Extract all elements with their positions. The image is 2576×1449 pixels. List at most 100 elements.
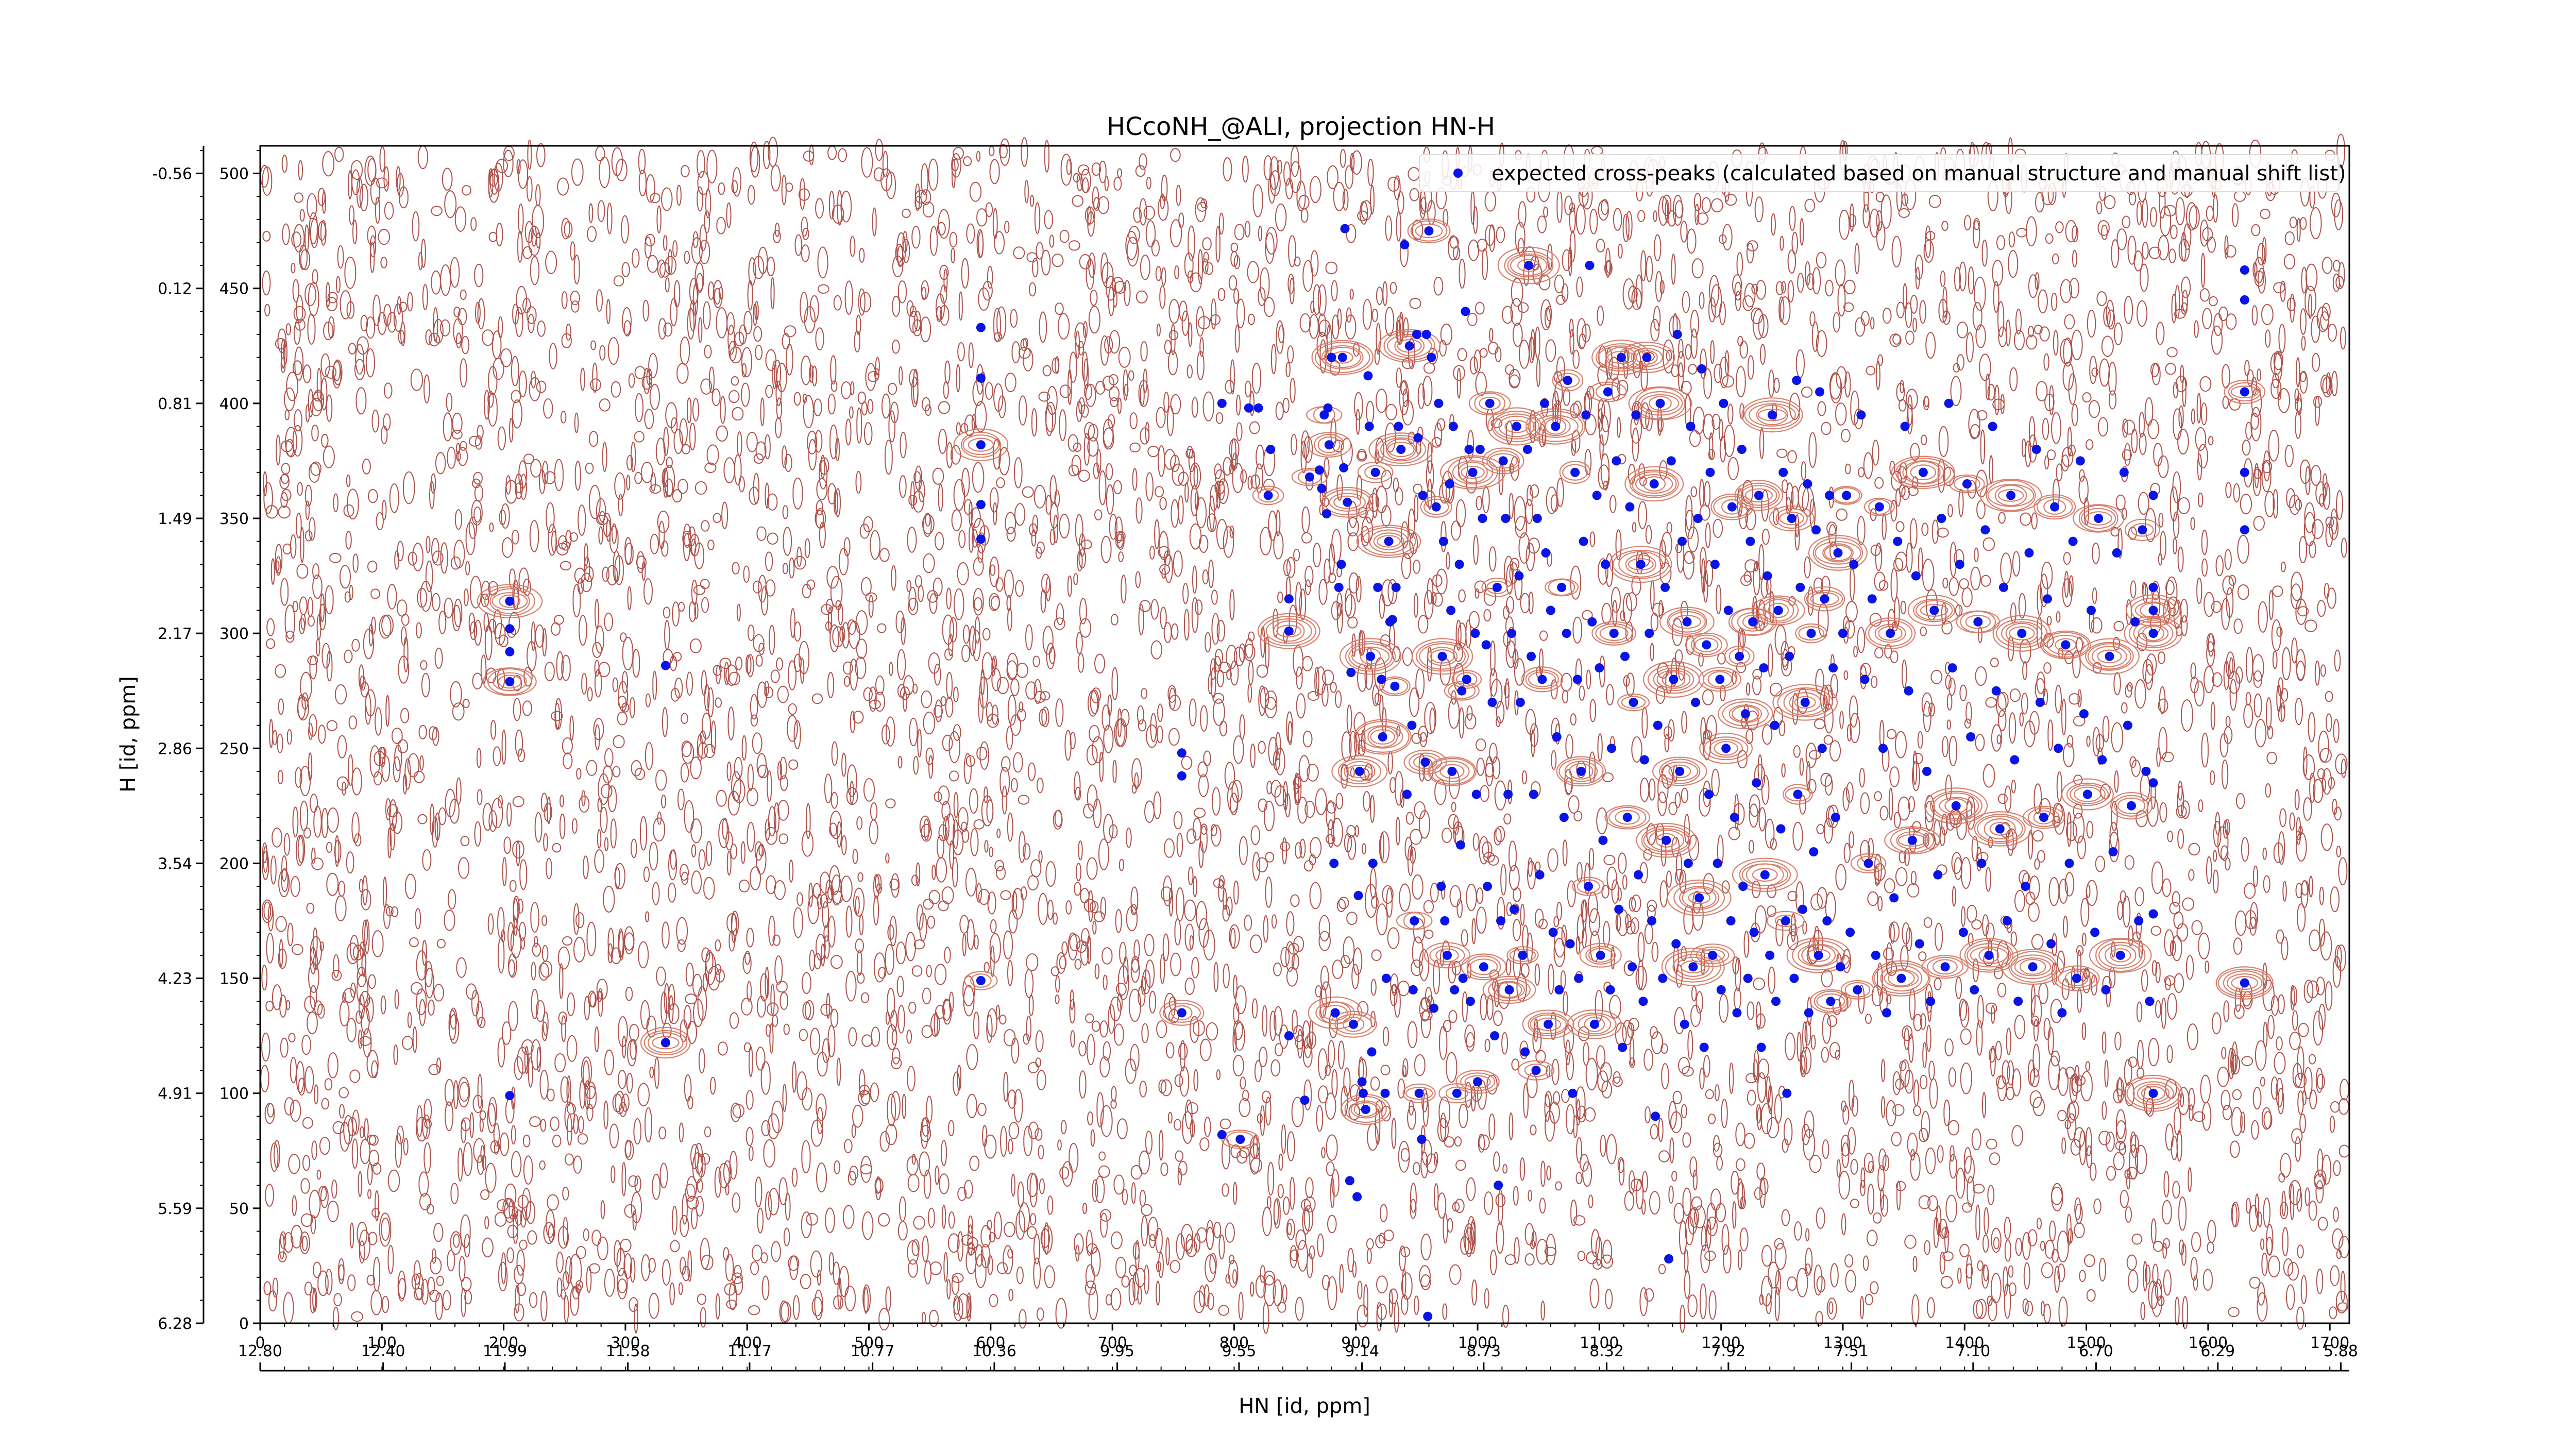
- cross-peak-marker: [1653, 720, 1663, 730]
- cross-peak-marker: [1532, 514, 1542, 523]
- cross-peak-marker: [1358, 1088, 1368, 1098]
- y-tick-label: 100: [219, 1085, 249, 1103]
- cross-peak-marker: [1443, 950, 1452, 960]
- cross-peak-marker: [1745, 536, 1755, 546]
- cross-peak-marker: [976, 500, 986, 510]
- cross-peak-marker: [1849, 560, 1859, 569]
- y-ppm-tick-label: 2.17: [158, 625, 192, 643]
- cross-peak-marker: [1762, 571, 1772, 581]
- cross-peak-marker: [1871, 950, 1880, 960]
- x-ppm-tick-label: 9.14: [1345, 1342, 1379, 1360]
- legend-marker-dot: [1453, 169, 1463, 178]
- cross-peak-marker: [1244, 403, 1253, 413]
- cross-peak-marker: [1235, 1135, 1245, 1144]
- cross-peak-marker: [1592, 491, 1602, 500]
- cross-peak-marker: [1368, 858, 1378, 868]
- cross-peak-marker: [1354, 766, 1364, 776]
- cross-peak-marker: [1669, 675, 1679, 684]
- x-axis-label: HN [id, ppm]: [1239, 1394, 1370, 1418]
- cross-peak-marker: [1343, 497, 1352, 507]
- plot-area: [259, 133, 2350, 1334]
- cross-peak-marker: [1352, 1192, 1362, 1202]
- cross-peak-marker: [1440, 916, 1450, 925]
- x-ppm-tick-label: 11.99: [483, 1342, 527, 1360]
- cross-peak-marker: [1462, 675, 1471, 684]
- cross-peak-marker: [1589, 1019, 1599, 1029]
- cross-peak-marker: [1357, 1077, 1367, 1087]
- cross-peak-marker: [1683, 858, 1693, 868]
- cross-peak-marker: [1806, 629, 1816, 638]
- cross-peak-marker: [1904, 686, 1913, 696]
- cross-peak-marker: [1572, 675, 1582, 684]
- cross-peak-marker: [976, 440, 986, 450]
- cross-peak-marker: [1878, 744, 1888, 753]
- x-ppm-tick-label: 11.17: [727, 1342, 772, 1360]
- cross-peak-marker: [1697, 364, 1706, 374]
- x-tick-label: 600: [976, 1334, 1005, 1352]
- cross-peak-marker: [2013, 997, 2023, 1006]
- cross-peak-marker: [1546, 605, 1555, 615]
- cross-peak-marker: [1645, 629, 1654, 638]
- cross-peak-marker: [1795, 582, 1805, 592]
- cross-peak-marker: [1548, 928, 1558, 937]
- cross-peak-marker: [1984, 950, 1994, 960]
- x-ppm-tick-label: 7.10: [1956, 1342, 1990, 1360]
- cross-peak-marker: [1770, 720, 1780, 730]
- cross-peak-marker: [1253, 403, 1263, 413]
- y-tick-label: 400: [219, 395, 249, 413]
- x-ppm-tick-label: 12.80: [238, 1342, 282, 1360]
- cross-peak-marker: [1638, 997, 1648, 1006]
- cross-peak-marker: [2079, 709, 2089, 719]
- cross-peak-marker: [1748, 617, 1758, 627]
- cross-peak-marker: [1457, 686, 1467, 696]
- legend-marker: [1453, 169, 1463, 178]
- cross-peak-marker: [1836, 962, 1845, 972]
- cross-peak-marker: [1636, 560, 1646, 569]
- cross-peak-marker: [1603, 387, 1613, 397]
- cross-peak-marker: [1662, 835, 1671, 845]
- cross-peak-marker: [2148, 629, 2158, 638]
- cross-peak-marker: [1759, 663, 1769, 673]
- cross-peak-marker: [1820, 594, 1829, 604]
- cross-peak-marker: [1501, 514, 1511, 523]
- x-tick-label: 1500: [2066, 1334, 2106, 1352]
- cross-peak-marker: [1716, 985, 1726, 995]
- cross-peak-marker: [1373, 582, 1383, 592]
- cross-peak-marker: [505, 596, 515, 606]
- cross-peak-marker: [1217, 1130, 1227, 1139]
- cross-peak-marker: [1889, 893, 1899, 903]
- cross-peak-marker: [1437, 651, 1447, 661]
- y-ppm-tick-label: 1.49: [158, 510, 192, 528]
- cross-peak-marker: [660, 661, 670, 670]
- cross-peak-marker: [505, 677, 515, 686]
- cross-peak-marker: [1838, 629, 1848, 638]
- cross-peak-marker: [1672, 330, 1682, 339]
- cross-peak-marker: [1625, 502, 1635, 512]
- cross-peak-marker: [1317, 484, 1327, 493]
- cross-peak-marker: [1421, 330, 1431, 339]
- cross-peak-marker: [1735, 651, 1744, 661]
- cross-peak-marker: [1380, 1088, 1390, 1098]
- cross-peak-marker: [1666, 456, 1676, 466]
- cross-peak-marker: [1991, 686, 2001, 696]
- cross-peak-marker: [1490, 1031, 1500, 1041]
- cross-peak-marker: [2017, 629, 2027, 638]
- cross-peak-marker: [1628, 962, 1637, 972]
- cross-peak-marker: [1995, 824, 2005, 834]
- cross-peak-marker: [976, 534, 986, 544]
- cross-peak-marker: [660, 1038, 670, 1048]
- cross-peak-marker: [1427, 352, 1436, 362]
- contour-noise-layer: [260, 133, 2350, 1334]
- cross-peak-marker: [1771, 997, 1781, 1006]
- x-ppm-tick-label: 11.58: [606, 1342, 650, 1360]
- cross-peak-marker: [1370, 467, 1380, 477]
- cross-peak-marker: [1529, 789, 1538, 799]
- cross-peak-marker: [1324, 440, 1334, 450]
- cross-peak-marker: [1896, 973, 1906, 983]
- cross-peak-marker: [2105, 651, 2114, 661]
- x-ppm-tick-label: 10.36: [972, 1342, 1016, 1360]
- cross-peak-marker: [1618, 1042, 1628, 1052]
- cross-peak-marker: [2148, 582, 2158, 592]
- x-tick-label: 200: [489, 1334, 518, 1352]
- cross-peak-marker: [1531, 1066, 1541, 1075]
